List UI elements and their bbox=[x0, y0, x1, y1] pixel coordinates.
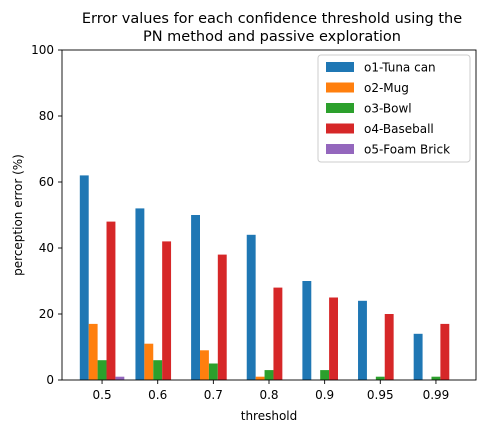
bar-series-2-cat-3 bbox=[200, 350, 209, 380]
legend-swatch-5 bbox=[326, 144, 354, 154]
bar-series-4-cat-6 bbox=[384, 314, 394, 380]
bar-series-3-cat-5 bbox=[320, 370, 330, 380]
chart-title-line-1: Error values for each confidence thresho… bbox=[82, 11, 462, 27]
bar-series-4-cat-7 bbox=[440, 323, 450, 380]
bar-series-5-cat-1 bbox=[115, 376, 125, 380]
bar-series-2-cat-1 bbox=[88, 323, 98, 380]
bar-series-1-cat-1 bbox=[79, 175, 89, 380]
bar-series-1-cat-2 bbox=[135, 208, 145, 380]
bar-series-1-cat-6 bbox=[358, 300, 367, 380]
y-tick-label-4: 80 bbox=[39, 109, 54, 123]
bar-series-4-cat-3 bbox=[217, 254, 227, 380]
y-axis-label: perception error (%) bbox=[11, 154, 25, 276]
y-tick-label-3: 60 bbox=[39, 175, 54, 189]
legend-label-5: o5-Foam Brick bbox=[364, 143, 450, 157]
x-tick-label-2: 0.7 bbox=[204, 388, 223, 402]
bar-series-2-cat-2 bbox=[144, 343, 154, 380]
bar-series-1-cat-7 bbox=[413, 333, 423, 380]
x-tick-label-3: 0.8 bbox=[259, 388, 278, 402]
bar-series-1-cat-4 bbox=[246, 234, 256, 380]
bar-series-3-cat-3 bbox=[208, 363, 218, 380]
y-tick-label-5: 100 bbox=[31, 43, 54, 57]
bar-series-4-cat-4 bbox=[273, 287, 283, 380]
bar-series-3-cat-1 bbox=[97, 360, 107, 380]
bar-series-3-cat-4 bbox=[264, 370, 274, 380]
legend-swatch-4 bbox=[326, 123, 354, 134]
x-tick-label-4: 0.9 bbox=[315, 388, 334, 402]
legend-swatch-1 bbox=[326, 62, 354, 72]
legend-label-1: o1-Tuna can bbox=[364, 61, 436, 75]
legend: o1-Tuna can o2-Mug o3-Bowl o4-Baseball o5-Fo… bbox=[317, 54, 471, 163]
bar-series-1-cat-5 bbox=[302, 281, 312, 380]
y-tick-label-0: 0 bbox=[46, 373, 54, 387]
bar-series-3-cat-7 bbox=[431, 376, 441, 380]
bar-series-4-cat-5 bbox=[329, 297, 338, 380]
x-tick-label-6: 0.99 bbox=[423, 388, 450, 402]
legend-label-3: o3-Bowl bbox=[364, 102, 412, 116]
bar-series-2-cat-4 bbox=[255, 376, 265, 380]
legend-label-2: o2-Mug bbox=[364, 81, 409, 95]
legend-label-4: o4-Baseball bbox=[364, 122, 434, 136]
x-axis-label: threshold bbox=[241, 409, 298, 423]
x-tick-label-0: 0.5 bbox=[93, 388, 112, 402]
bar-series-4-cat-1 bbox=[106, 221, 116, 380]
legend-frame bbox=[317, 54, 471, 163]
chart-title-line-2: PN method and passive exploration bbox=[143, 29, 401, 45]
bars-layer bbox=[79, 175, 450, 380]
bar-series-1-cat-3 bbox=[191, 215, 200, 380]
y-axis-ticks: 0 20 40 60 80 100 bbox=[31, 43, 62, 387]
y-tick-label-1: 20 bbox=[39, 307, 54, 321]
x-tick-label-5: 0.95 bbox=[367, 388, 394, 402]
y-tick-label-2: 40 bbox=[39, 241, 54, 255]
bar-series-3-cat-2 bbox=[153, 360, 163, 380]
x-tick-label-1: 0.6 bbox=[148, 388, 167, 402]
legend-swatch-2 bbox=[326, 82, 354, 93]
bar-series-4-cat-2 bbox=[162, 241, 172, 380]
bar-series-3-cat-6 bbox=[375, 376, 385, 380]
legend-swatch-3 bbox=[326, 103, 354, 113]
x-axis-ticks: 0.5 0.6 0.7 0.8 0.9 0.95 0.99 bbox=[93, 380, 450, 402]
